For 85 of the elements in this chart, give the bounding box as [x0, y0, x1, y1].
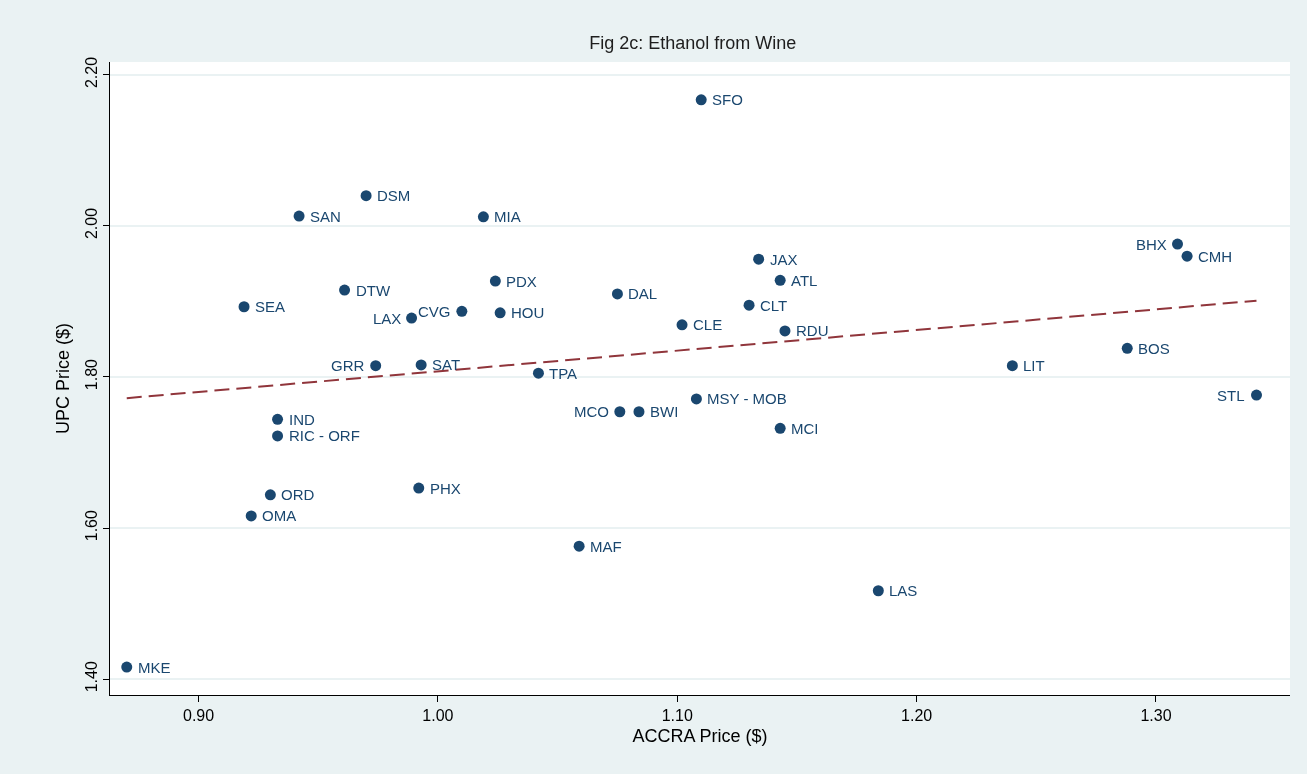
annotation: CVG: [418, 303, 451, 320]
point: [774, 422, 786, 434]
point: [1172, 238, 1184, 250]
point: [272, 413, 284, 425]
annotation: BHX: [1136, 236, 1167, 253]
point: [872, 585, 884, 597]
annotation: LAS: [889, 582, 918, 599]
point: [695, 94, 707, 106]
annotation: IND: [289, 411, 315, 428]
annotation: DSM: [377, 187, 411, 204]
x-tick-label: 1.00: [422, 707, 454, 725]
point: [494, 307, 506, 319]
point: [370, 360, 382, 372]
annotation: SFO: [712, 91, 743, 108]
point: [1181, 250, 1193, 262]
point: [272, 430, 284, 442]
y-tick-label: 1.40: [82, 661, 100, 693]
y-tick-label: 1.60: [82, 509, 100, 542]
point: [743, 299, 755, 311]
annotation: CLE: [693, 316, 723, 333]
x-axis-title: ACCRA Price ($): [632, 726, 768, 747]
annotation: ATL: [791, 272, 818, 289]
point: [413, 482, 425, 494]
x-tick-label: 1.30: [1140, 707, 1172, 725]
point: [611, 288, 623, 300]
annotation: DAL: [628, 285, 658, 302]
y-tick-label: 2.20: [82, 56, 100, 89]
annotation: HOU: [511, 304, 545, 321]
y-axis-title: UPC Price ($): [52, 322, 73, 435]
point: [238, 301, 250, 313]
point: [245, 510, 257, 522]
point: [1121, 342, 1133, 354]
point: [774, 274, 786, 286]
point: [532, 367, 544, 379]
point: [264, 489, 276, 501]
annotation: BOS: [1138, 340, 1170, 357]
annotation: MCO: [574, 403, 609, 420]
annotation: GRR: [331, 357, 365, 374]
annotation: SEA: [255, 298, 286, 315]
point: [614, 406, 626, 418]
point: [779, 325, 791, 337]
point: [753, 253, 765, 265]
point: [339, 284, 351, 296]
point: [456, 305, 468, 317]
point: [633, 406, 645, 418]
point: [121, 661, 133, 673]
annotation: MCI: [791, 420, 819, 437]
point: [406, 312, 418, 324]
point: [415, 359, 427, 371]
x-tick-label: 1.20: [901, 707, 933, 725]
annotation: OMA: [262, 507, 297, 524]
point: [690, 393, 702, 405]
annotation: BWI: [650, 403, 679, 420]
y-tick-label: 2.00: [82, 207, 100, 240]
point: [1006, 360, 1018, 372]
annotation: MIA: [494, 208, 521, 225]
annotation: STL: [1217, 387, 1245, 404]
annotation: LAX: [373, 310, 402, 327]
annotation: CMH: [1198, 248, 1233, 265]
y-tick-label: 1.80: [82, 358, 100, 391]
point: [1250, 389, 1262, 401]
annotation: LIT: [1023, 357, 1045, 374]
point: [676, 319, 688, 331]
annotation: RDU: [796, 322, 829, 339]
annotation: TPA: [549, 365, 578, 382]
annotation: DTW: [356, 282, 391, 299]
chart-title: Fig 2c: Ethanol from Wine: [589, 32, 797, 53]
annotation: ORD: [281, 486, 315, 503]
annotation: MAF: [590, 538, 622, 555]
annotation: MSY - MOB: [707, 390, 787, 407]
annotation: SAT: [432, 356, 461, 373]
x-tick-label: 0.90: [182, 707, 215, 725]
point: [360, 190, 372, 202]
annotation: SAN: [310, 208, 341, 225]
annotation: PDX: [506, 273, 537, 290]
annotation: RIC - ORF: [289, 427, 360, 444]
point: [489, 275, 501, 287]
annotation: PHX: [430, 480, 461, 497]
annotation: MKE: [138, 659, 171, 676]
annotation: JAX: [770, 251, 798, 268]
point: [477, 211, 489, 223]
point: [573, 540, 585, 552]
x-tick-label: 1.10: [661, 707, 693, 725]
point: [293, 210, 305, 222]
annotation: CLT: [760, 297, 788, 314]
